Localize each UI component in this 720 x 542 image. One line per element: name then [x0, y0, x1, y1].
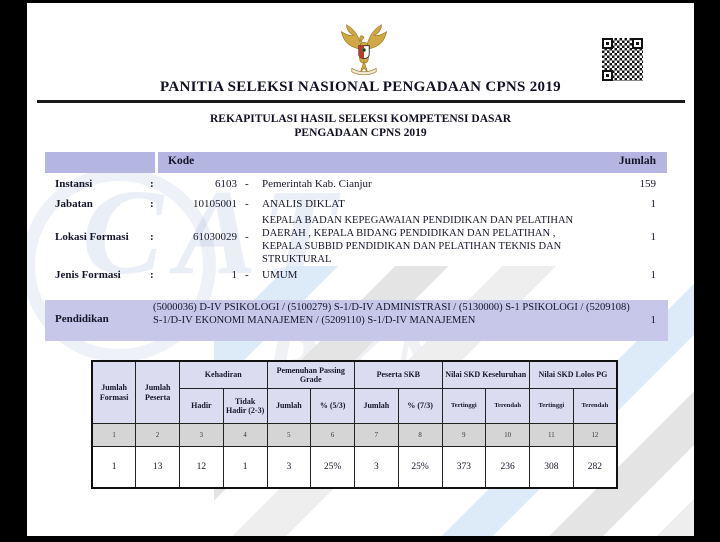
group-nilai-skd-lolos-pg: Nilai SKD Lolos PG	[529, 360, 618, 389]
value-jumlah-peserta: 13	[135, 446, 180, 489]
col-jumlah-formasi: Jumlah Formasi	[91, 360, 137, 424]
colon: :	[150, 269, 154, 281]
row-code: 1	[231, 269, 238, 281]
row-label: Jabatan	[55, 198, 93, 210]
value-terendah-lolos: 282	[572, 446, 618, 489]
summary-row-jabatan: Jabatan : 10105001 - ANALIS DIKLAT 1	[27, 198, 694, 214]
sub-terendah-lolos: Terendah	[572, 388, 618, 424]
committee-title: PANITIA SELEKSI NASIONAL PENGADAAN CPNS …	[160, 79, 561, 95]
sub-persen-5-3: % (5/3)	[310, 388, 355, 424]
header-rule	[37, 100, 685, 103]
value-jumlah-pg: 3	[266, 446, 312, 489]
group-nilai-skd-keseluruhan: Nilai SKD Keseluruhan	[441, 360, 530, 389]
jumlah-column-header: Jumlah	[618, 155, 656, 167]
sub-terendah-keseluruhan: Terendah	[485, 388, 530, 424]
row-code: 6103	[215, 178, 237, 190]
results-table: Jumlah Formasi Jumlah Peserta Kehadiran …	[91, 360, 618, 489]
table-sub-header-row: Hadir Tidak Hadir (2-3) Jumlah % (5/3) J…	[92, 388, 618, 424]
value-persen-7-3: 25%	[397, 446, 443, 489]
dash: -	[245, 231, 249, 243]
row-label: Instansi	[55, 178, 93, 190]
sub-tidak-hadir: Tidak Hadir (2-3)	[222, 388, 268, 424]
row-description: UMUM	[262, 269, 298, 281]
group-peserta-skb: Peserta SKB	[354, 360, 443, 389]
sub-tertinggi-lolos: Tertinggi	[529, 388, 574, 424]
report-title-line1: REKAPITULASI HASIL SELEKSI KOMPETENSI DA…	[210, 113, 511, 125]
summary-row-jenis-formasi: Jenis Formasi : 1 - UMUM 1	[27, 269, 694, 285]
sub-jumlah-skb: Jumlah	[354, 388, 399, 424]
row-label: Jenis Formasi	[55, 269, 121, 281]
col-number: 7	[354, 423, 399, 447]
value-tertinggi-lolos: 308	[529, 446, 574, 489]
col-number: 12	[572, 423, 618, 447]
row-jumlah-value: 1	[650, 314, 657, 326]
sub-jumlah-pg: Jumlah	[266, 388, 312, 424]
sub-tertinggi-keseluruhan: Tertinggi	[441, 388, 487, 424]
col-number: 8	[397, 423, 443, 447]
colon: :	[150, 198, 154, 210]
group-kehadiran: Kehadiran	[179, 360, 268, 389]
col-number: 6	[310, 423, 355, 447]
col-number: 3	[179, 423, 224, 447]
row-jumlah-value: 159	[639, 178, 657, 190]
col-number: 5	[266, 423, 312, 447]
garuda-pancasila-emblem	[340, 24, 388, 76]
summary-row-instansi: Instansi : 6103 - Pemerintah Kab. Cianju…	[27, 178, 694, 194]
sub-persen-7-3: % (7/3)	[397, 388, 443, 424]
col-number: 4	[222, 423, 268, 447]
row-jumlah-value: 1	[650, 198, 657, 210]
value-terendah-keseluruhan: 236	[485, 446, 530, 489]
col-number: 2	[135, 423, 180, 447]
col-number: 10	[485, 423, 530, 447]
summary-header-bar: Kode Jumlah	[158, 152, 667, 173]
qr-finder-icon	[602, 70, 613, 81]
dash: -	[245, 198, 249, 210]
col-number: 9	[441, 423, 487, 447]
row-label: Pendidikan	[55, 313, 109, 325]
col-jumlah-peserta: Jumlah Peserta	[135, 360, 180, 424]
dash: -	[245, 269, 249, 281]
summary-row-lokasi-formasi: Lokasi Formasi : 61030029 - KEPALA BADAN…	[27, 214, 694, 270]
value-persen-5-3: 25%	[310, 446, 355, 489]
table-data-row: 1 13 12 1 3 25% 3 25% 373 236 308 282	[91, 446, 618, 489]
row-jumlah-value: 1	[650, 231, 657, 243]
qr-finder-icon	[602, 38, 613, 49]
kode-column-header: Kode	[168, 155, 195, 167]
table-column-number-row: 1 2 3 4 5 6 7 8 9 10 11 12	[91, 423, 618, 447]
document-page: CAT BKN PANI	[27, 3, 694, 536]
value-jumlah-formasi: 1	[91, 446, 137, 489]
row-description: ANALIS DIKLAT	[262, 198, 345, 210]
pendidikan-text: (5000036) D-IV PSIKOLOGI / (5100279) S-1…	[153, 302, 630, 326]
value-jumlah-skb: 3	[354, 446, 399, 489]
qr-finder-icon	[632, 38, 643, 49]
value-tidak-hadir: 1	[222, 446, 268, 489]
row-label: Lokasi Formasi	[55, 231, 129, 243]
row-code: 10105001	[193, 198, 237, 210]
row-description: Pemerintah Kab. Cianjur	[262, 178, 372, 190]
value-hadir: 12	[179, 446, 224, 489]
sub-hadir: Hadir	[179, 388, 224, 424]
report-title-line2: PENGADAAN CPNS 2019	[294, 127, 427, 139]
col-number: 11	[529, 423, 574, 447]
col-number: 1	[91, 423, 137, 447]
row-code: 61030029	[193, 231, 237, 243]
summary-header-spacer	[45, 152, 155, 173]
qr-code	[601, 37, 644, 82]
value-tertinggi-keseluruhan: 373	[441, 446, 487, 489]
pendidikan-block: Pendidikan (5000036) D-IV PSIKOLOGI / (5…	[45, 300, 668, 341]
emblem-banner	[351, 67, 377, 76]
group-pemenuhan-passing-grade: Pemenuhan Passing Grade	[266, 360, 355, 389]
colon: :	[150, 178, 154, 190]
row-description: KEPALA BADAN KEPEGAWAIAN PENDIDIKAN DAN …	[262, 215, 574, 265]
row-jumlah-value: 1	[650, 269, 657, 281]
colon: :	[150, 231, 154, 243]
table-group-header-row: Jumlah Formasi Jumlah Peserta Kehadiran …	[91, 360, 618, 424]
dash: -	[245, 178, 249, 190]
